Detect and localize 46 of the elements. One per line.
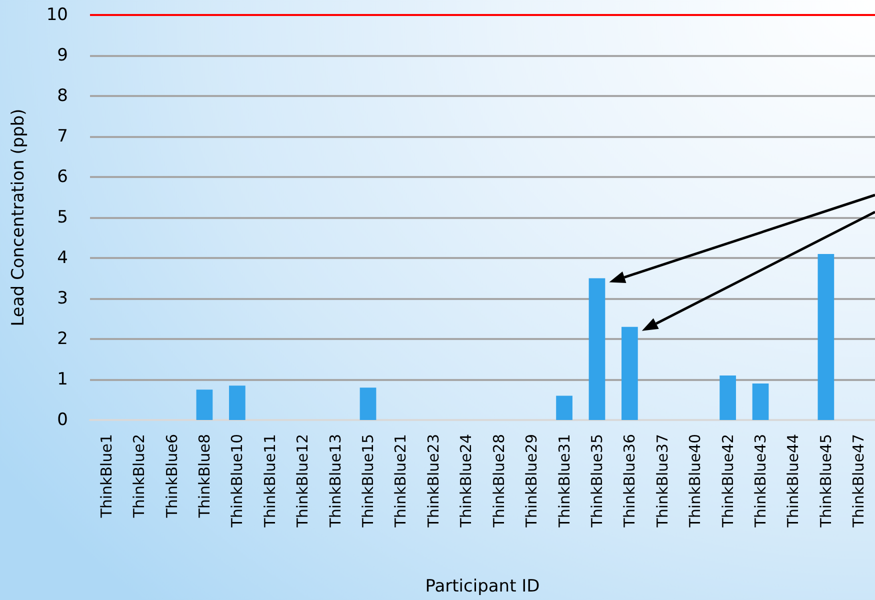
x-tick-label: ThinkBlue28 — [490, 434, 508, 528]
x-tick-label: ThinkBlue42 — [718, 434, 737, 528]
x-tick-label: ThinkBlue21 — [392, 434, 410, 528]
y-tick-label: 0 — [57, 410, 68, 430]
bar — [752, 384, 769, 420]
x-tick-label: ThinkBlue24 — [457, 434, 476, 528]
y-tick-label: 10 — [46, 5, 68, 25]
x-tick-label: ThinkBlue40 — [686, 434, 704, 528]
y-tick-label: 1 — [57, 370, 68, 390]
bar — [818, 254, 834, 420]
bar — [229, 386, 246, 420]
x-tick-label: ThinkBlue12 — [294, 434, 312, 528]
x-tick-label: ThinkBlue44 — [784, 434, 802, 528]
x-tick-label: ThinkBlue15 — [359, 434, 378, 528]
y-tick-label: 6 — [57, 167, 68, 187]
x-tick-label: ThinkBlue35 — [588, 434, 606, 528]
y-tick-label: 2 — [57, 329, 68, 349]
x-tick-label: ThinkBlue47 — [850, 434, 868, 528]
y-tick-label: 4 — [57, 248, 68, 268]
bar — [196, 390, 213, 420]
x-tick-label: ThinkBlue11 — [260, 434, 279, 528]
x-tick-label: ThinkBlue29 — [522, 434, 541, 528]
x-tick-label: ThinkBlue10 — [228, 434, 246, 528]
bar — [588, 278, 606, 420]
y-tick-label: 3 — [57, 288, 68, 308]
y-axis-title: Lead Concentration (ppb) — [8, 108, 28, 326]
x-tick-label: ThinkBlue37 — [653, 434, 672, 528]
bar — [720, 375, 736, 420]
y-tick-label: 7 — [57, 126, 68, 146]
bar — [622, 326, 638, 420]
y-tick-label: 9 — [57, 46, 68, 66]
bar — [556, 396, 572, 420]
x-tick-label: ThinkBlue36 — [620, 434, 639, 528]
x-tick-label: ThinkBlue8 — [195, 434, 214, 519]
y-tick-label: 5 — [57, 208, 68, 228]
x-tick-label: ThinkBlue2 — [130, 434, 148, 519]
x-tick-label: ThinkBlue23 — [424, 434, 442, 528]
x-tick-label: ThinkBlue6 — [162, 434, 181, 519]
y-tick-label: 8 — [57, 86, 68, 106]
x-tick-label: ThinkBlue13 — [326, 434, 344, 528]
x-tick-label: ThinkBlue45 — [816, 434, 835, 528]
x-tick-label: ThinkBlue1 — [97, 434, 116, 519]
bar — [360, 388, 376, 420]
x-tick-label: ThinkBlue31 — [555, 434, 574, 528]
x-axis-title: Participant ID — [425, 576, 540, 596]
x-tick-label: ThinkBlue43 — [752, 434, 770, 528]
